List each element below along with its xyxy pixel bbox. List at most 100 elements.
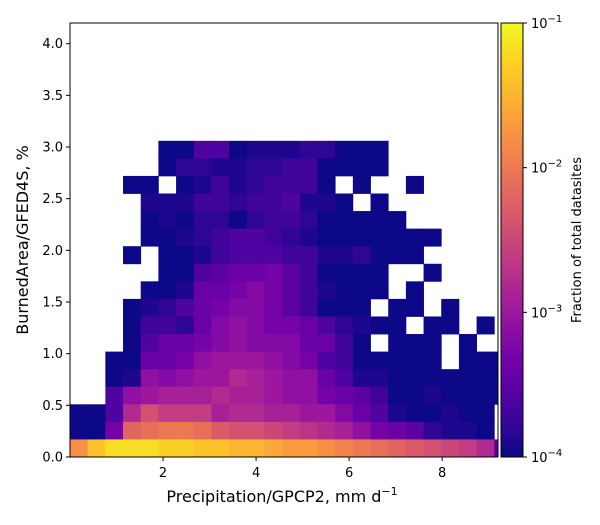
heatmap-cell (299, 386, 318, 405)
heatmap-cell (158, 334, 177, 352)
heatmap-cell (405, 228, 424, 247)
heatmap-cell (299, 404, 318, 423)
heatmap-cell (229, 351, 248, 370)
heatmap-cell (299, 334, 318, 352)
heatmap-cell (229, 175, 248, 194)
heatmap-cell (176, 369, 195, 388)
heatmap-cell (123, 404, 142, 423)
heatmap-cell (299, 228, 318, 247)
heatmap-cell (264, 298, 283, 317)
heatmap-cell (229, 228, 248, 247)
heatmap-cell (246, 404, 265, 423)
heatmap-cell (246, 211, 265, 230)
heatmap-cell (123, 246, 142, 265)
heatmap-cell (335, 158, 354, 177)
heatmap-cell (458, 386, 477, 405)
heatmap-cell (193, 439, 212, 458)
heatmap-cell (317, 158, 336, 177)
heatmap-cell (264, 316, 283, 335)
heatmap-cell (70, 404, 89, 423)
heatmap-cell (229, 281, 248, 300)
heatmap-cell (335, 193, 354, 212)
heatmap-cell (441, 298, 460, 317)
heatmap-cell (158, 369, 177, 388)
heatmap-cell (158, 351, 177, 370)
heatmap-cell (476, 369, 495, 388)
y-tick-label: 2.5 (42, 192, 63, 207)
heatmap-cell (317, 281, 336, 300)
heatmap-cell (123, 439, 142, 458)
heatmap-cell (229, 298, 248, 317)
heatmap-cell (140, 281, 159, 300)
heatmap-cell (211, 439, 230, 458)
heatmap-cell (264, 369, 283, 388)
heatmap-cell (211, 334, 230, 352)
heatmap-cell (246, 369, 265, 388)
heatmap-cell (423, 386, 442, 405)
heatmap-cell (176, 228, 195, 247)
heatmap-cell (317, 140, 336, 159)
heatmap-cell (140, 193, 159, 212)
heatmap-cell (423, 228, 442, 247)
heatmap-cell (264, 140, 283, 159)
colorbar: 10−4 10−3 10−2 10−1 Fraction of total datas… (500, 14, 585, 466)
heatmap-cell (370, 404, 389, 423)
heatmap-cell (246, 351, 265, 370)
heatmap-cell (140, 369, 159, 388)
heatmap-cell (405, 281, 424, 300)
heatmap-cell (105, 404, 124, 423)
heatmap-cell (299, 281, 318, 300)
heatmap-cell (405, 369, 424, 388)
heatmap-cell (352, 404, 371, 423)
heatmap-cell (264, 211, 283, 230)
heatmap-cell (176, 421, 195, 440)
heatmap-cell (193, 193, 212, 212)
heatmap-cell (299, 369, 318, 388)
heatmap-cell (140, 334, 159, 352)
heatmap-cell (352, 334, 371, 352)
heatmap-cell (246, 298, 265, 317)
heatmap-cell (317, 228, 336, 247)
heatmap-cell (193, 263, 212, 282)
x-axis-ticks: 2 4 6 8 (159, 457, 446, 481)
y-axis-label: BurnedArea/GFED4S, % (13, 145, 32, 335)
colorbar-label: Fraction of total datasites (570, 157, 585, 323)
heatmap-cell (388, 228, 407, 247)
heatmap-cell (70, 421, 89, 440)
heatmap-cell (282, 334, 301, 352)
heatmap-cell (87, 439, 106, 458)
heatmap-cell (370, 263, 389, 282)
heatmap-cell (176, 439, 195, 458)
heatmap-cell (211, 369, 230, 388)
heatmap-cell (352, 281, 371, 300)
x-tick-label: 6 (345, 466, 353, 481)
heatmap-cell (176, 246, 195, 265)
heatmap-cell (140, 404, 159, 423)
heatmap-cell (246, 439, 265, 458)
heatmap-cell (176, 316, 195, 335)
x-tick-label: 4 (252, 466, 260, 481)
heatmap-cell (423, 404, 442, 423)
heatmap-cell (229, 316, 248, 335)
heatmap-cell (176, 334, 195, 352)
heatmap-cell (193, 351, 212, 370)
heatmap-cell (335, 386, 354, 405)
heatmap-cell (476, 351, 495, 370)
x-tick-label: 8 (438, 466, 446, 481)
heatmap-cell (158, 263, 177, 282)
heatmap-cell (105, 439, 124, 458)
colorbar-tick-label: 10−3 (531, 303, 562, 321)
heatmap-cell (388, 334, 407, 352)
heatmap-cell (246, 334, 265, 352)
heatmap-cell (105, 421, 124, 440)
heatmap-cell (140, 316, 159, 335)
heatmap-cell (176, 158, 195, 177)
colorbar-ticks: 10−4 10−3 10−2 10−1 (523, 14, 562, 466)
heatmap-cell (211, 193, 230, 212)
colorbar-tick-label: 10−1 (531, 14, 562, 32)
heatmap-cell (158, 421, 177, 440)
heatmap-cell (405, 175, 424, 194)
heatmap-cell (176, 193, 195, 212)
heatmap-cells (70, 140, 499, 458)
heatmap-cell (282, 140, 301, 159)
